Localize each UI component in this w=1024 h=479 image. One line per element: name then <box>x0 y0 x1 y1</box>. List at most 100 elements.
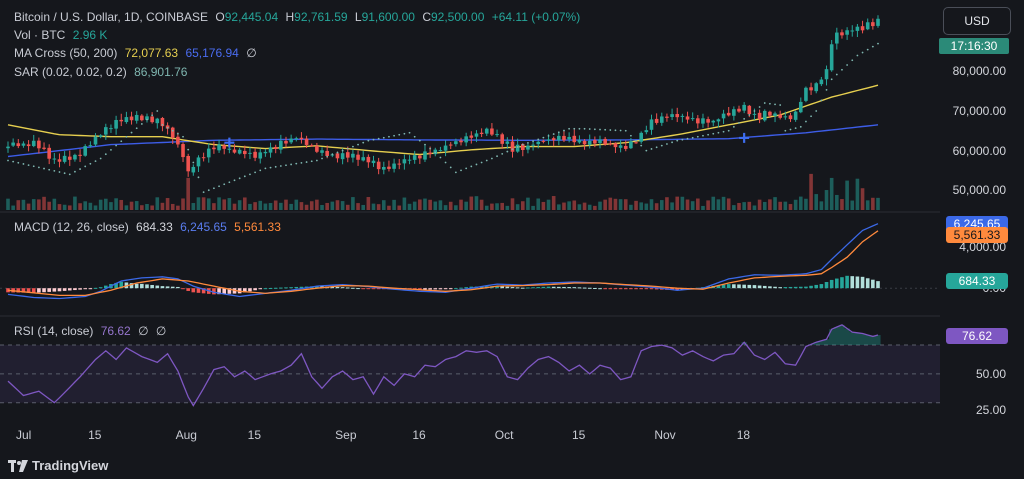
macd-histogram-bar <box>778 287 782 289</box>
low-value: L91,600.00 <box>354 10 415 24</box>
sar-dot <box>89 162 92 165</box>
candle <box>696 118 700 124</box>
volume-bar <box>809 173 813 210</box>
symbol-title: Bitcoin / U.S. Dollar, 1D, COINBASE <box>14 10 209 24</box>
sar-dot <box>37 166 40 169</box>
volume-bar <box>474 196 479 210</box>
rsi-empty-2: ∅ <box>155 324 167 338</box>
volume-bar <box>67 205 72 210</box>
volume-bar <box>737 202 741 210</box>
sar-dot <box>774 103 776 106</box>
rsi-value-tag: 76.62 <box>946 327 1008 344</box>
volume-bar <box>361 204 366 210</box>
candle <box>680 115 685 117</box>
candle <box>412 155 417 160</box>
candle <box>562 135 566 141</box>
time-tick-label: Aug <box>175 428 197 442</box>
volume-bar <box>505 205 510 210</box>
candle <box>762 110 767 121</box>
candle <box>273 146 278 149</box>
macd-histogram-bar <box>176 286 180 289</box>
macd-histogram-bar <box>263 288 268 290</box>
macd-histogram-bar <box>104 285 108 289</box>
candle <box>196 157 201 167</box>
tradingview-brand[interactable]: TradingView <box>8 458 108 473</box>
sar-dot <box>382 136 385 139</box>
sar-dot <box>187 148 190 151</box>
brand-name: TradingView <box>32 458 109 473</box>
candle <box>490 128 494 135</box>
sar-dot <box>352 145 354 148</box>
volume-bar <box>613 198 618 210</box>
macd-legend: MACD (12, 26, close) 684.33 6,245.65 5,5… <box>14 220 285 234</box>
candle <box>88 145 93 147</box>
candle <box>418 155 422 159</box>
volume-bar <box>536 198 541 210</box>
volume-bar <box>227 198 232 210</box>
sar-dot <box>213 187 215 190</box>
candle <box>520 144 525 151</box>
candle <box>114 119 118 129</box>
candle <box>104 127 108 135</box>
sar-dot <box>681 138 684 141</box>
macd-signal-value: 5,561.33 <box>234 220 281 234</box>
price-tick-label: 70,000.00 <box>952 103 1006 118</box>
candle <box>243 150 247 155</box>
volume-bar <box>52 198 57 210</box>
sar-dot <box>99 157 102 160</box>
volume-bar <box>448 201 453 210</box>
candle <box>876 18 880 26</box>
macd-histogram-bar <box>227 288 232 294</box>
sar-dot <box>753 110 756 112</box>
macd-histogram-bar <box>526 287 530 289</box>
candle <box>726 112 731 116</box>
sar-dot <box>176 132 179 135</box>
candle <box>366 156 371 163</box>
sar-dot <box>810 115 812 118</box>
candle <box>237 149 242 154</box>
macd-histogram-bar <box>639 288 643 290</box>
volume-bar <box>824 190 829 210</box>
sar-dot <box>784 129 787 132</box>
sar-dot <box>84 165 87 168</box>
sar-dot <box>104 153 107 156</box>
sar-dot <box>825 88 828 91</box>
sar-dot <box>130 131 133 134</box>
sar-dot <box>274 165 277 168</box>
volume-bar <box>783 201 788 210</box>
sar-dot <box>331 153 334 156</box>
change-value: +64.11 (+0.07%) <box>491 10 581 24</box>
candle <box>603 138 607 145</box>
currency-button[interactable]: USD <box>943 7 1011 35</box>
time-tick-label: 18 <box>736 428 751 442</box>
sar-dot <box>140 123 143 125</box>
macd-histogram-bar <box>335 286 340 289</box>
time-tick-label: Sep <box>335 428 357 442</box>
volume-bar <box>371 203 376 210</box>
sar-dot <box>820 99 823 102</box>
candle <box>52 158 57 160</box>
candle <box>829 44 834 71</box>
volume-bar <box>356 203 360 210</box>
candle <box>279 140 283 150</box>
sar-dot <box>794 127 797 130</box>
volume-bar <box>330 201 335 210</box>
candle <box>62 155 67 162</box>
sar-dot <box>403 132 406 135</box>
sar-dot <box>629 134 632 137</box>
candle <box>109 128 113 130</box>
sar-dot <box>702 134 704 137</box>
volume-bar <box>520 201 525 210</box>
sar-dot <box>115 144 118 147</box>
volume-bar <box>376 204 381 210</box>
volume-bar <box>726 198 731 210</box>
volume-bar <box>835 194 839 210</box>
macd-histogram-bar <box>459 287 463 289</box>
candle <box>26 144 31 147</box>
candle <box>814 83 819 92</box>
volume-bar <box>788 204 793 210</box>
rsi-line <box>7 324 879 407</box>
macd-histogram-bar <box>62 288 67 291</box>
macd-histogram-bar <box>634 288 638 290</box>
